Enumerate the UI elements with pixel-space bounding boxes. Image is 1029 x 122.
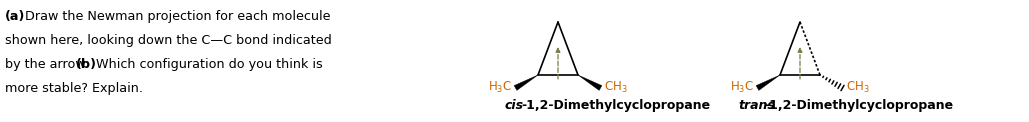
Text: H$_3$C: H$_3$C bbox=[489, 79, 512, 95]
Text: trans: trans bbox=[738, 99, 775, 112]
Text: cis: cis bbox=[505, 99, 524, 112]
Text: Draw the Newman projection for each molecule: Draw the Newman projection for each mole… bbox=[21, 10, 330, 23]
Text: -1,2-Dimethylcyclopropane: -1,2-Dimethylcyclopropane bbox=[521, 99, 710, 112]
Text: CH$_3$: CH$_3$ bbox=[604, 79, 628, 95]
Text: more stable? Explain.: more stable? Explain. bbox=[5, 82, 143, 95]
Text: H$_3$C: H$_3$C bbox=[731, 79, 754, 95]
Text: by the arrow.: by the arrow. bbox=[5, 58, 93, 71]
Polygon shape bbox=[756, 75, 780, 90]
Polygon shape bbox=[514, 75, 538, 90]
Text: Which configuration do you think is: Which configuration do you think is bbox=[92, 58, 323, 71]
Polygon shape bbox=[578, 75, 602, 90]
Text: (b): (b) bbox=[76, 58, 97, 71]
Text: (a): (a) bbox=[5, 10, 26, 23]
Text: -1,2-Dimethylcyclopropane: -1,2-Dimethylcyclopropane bbox=[764, 99, 953, 112]
Text: CH$_3$: CH$_3$ bbox=[846, 79, 870, 95]
Text: shown here, looking down the C—C bond indicated: shown here, looking down the C—C bond in… bbox=[5, 34, 331, 47]
